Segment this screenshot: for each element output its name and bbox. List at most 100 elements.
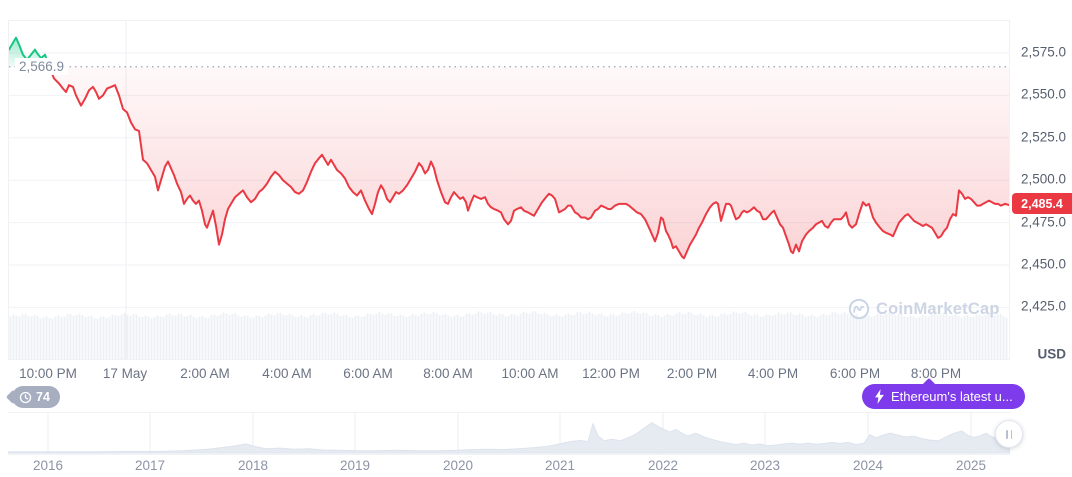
navigator-year-label: 2018 xyxy=(237,458,269,473)
x-axis-tick: 6:00 AM xyxy=(343,366,393,381)
views-badge[interactable]: 74 xyxy=(12,386,60,408)
volume-bar xyxy=(348,316,351,359)
volume-bar xyxy=(396,316,399,359)
price-chart-canvas[interactable] xyxy=(9,21,1009,359)
volume-bar xyxy=(549,316,552,359)
volume-bar xyxy=(912,316,915,359)
y-axis-tick: 2,500.0 xyxy=(1020,171,1066,187)
volume-bar xyxy=(870,316,873,359)
navigator-year-label: 2020 xyxy=(442,458,474,473)
volume-bar xyxy=(528,313,531,359)
volume-bar xyxy=(501,314,504,359)
volume-bar xyxy=(216,315,219,359)
volume-bar xyxy=(123,312,126,359)
volume-bar xyxy=(753,314,756,359)
volume-bar xyxy=(201,315,204,359)
volume-bar xyxy=(153,317,156,359)
volume-bar xyxy=(906,316,909,359)
volume-bar xyxy=(471,314,474,359)
grip-line xyxy=(1006,429,1008,439)
volume-bar xyxy=(303,316,306,359)
volume-bar xyxy=(411,314,414,359)
volume-bar xyxy=(861,317,864,359)
volume-bar xyxy=(645,312,648,359)
volume-bar xyxy=(882,315,885,359)
volume-bar xyxy=(819,314,822,359)
volume-bar xyxy=(726,314,729,359)
volume-bar xyxy=(36,315,39,359)
volume-bar xyxy=(390,313,393,359)
volume-bar xyxy=(486,312,489,359)
news-badge[interactable]: Ethereum's latest u... xyxy=(862,384,1025,409)
y-axis-tick: 2,450.0 xyxy=(1020,256,1066,272)
navigator-resize-handle[interactable] xyxy=(995,420,1023,448)
volume-bar xyxy=(921,314,924,359)
volume-bar xyxy=(39,318,42,359)
volume-bar xyxy=(192,316,195,359)
volume-bar xyxy=(747,314,750,359)
volume-bar xyxy=(135,314,138,359)
volume-bar xyxy=(606,316,609,359)
volume-bar xyxy=(711,314,714,359)
volume-bar xyxy=(102,316,105,359)
volume-bar xyxy=(735,312,738,359)
volume-bar xyxy=(714,316,717,359)
volume-bar xyxy=(780,313,783,359)
y-axis-tick: 2,550.0 xyxy=(1020,86,1066,102)
volume-bar xyxy=(849,315,852,359)
volume-bar xyxy=(579,312,582,359)
volume-bar xyxy=(360,317,363,359)
volume-bar xyxy=(48,317,51,359)
volume-bar xyxy=(222,312,225,359)
volume-bar xyxy=(798,313,801,359)
volume-bar xyxy=(732,311,735,359)
volume-bar xyxy=(903,316,906,359)
volume-bar xyxy=(387,313,390,359)
volume-bar xyxy=(279,312,282,359)
price-chart-plot[interactable]: 2,566.9 xyxy=(8,20,1010,360)
volume-bar xyxy=(480,312,483,359)
volume-bar xyxy=(783,314,786,359)
volume-bar xyxy=(939,314,942,359)
x-axis-tick: 12:00 PM xyxy=(582,366,640,381)
volume-bar xyxy=(834,312,837,359)
volume-bar xyxy=(288,313,291,359)
volume-bar xyxy=(603,315,606,359)
volume-bar xyxy=(351,317,354,359)
volume-bar xyxy=(996,314,999,359)
volume-bar xyxy=(18,316,21,359)
volume-bar xyxy=(291,314,294,359)
volume-bar xyxy=(678,312,681,359)
x-axis-tick: 6:00 PM xyxy=(829,366,881,381)
volume-bar xyxy=(750,315,753,359)
navigator-area xyxy=(7,421,1011,454)
volume-bar xyxy=(312,314,315,359)
volume-bar xyxy=(93,317,96,359)
volume-bar xyxy=(633,311,636,359)
volume-bar xyxy=(54,316,57,359)
volume-bar xyxy=(888,312,891,359)
volume-bar xyxy=(885,313,888,359)
volume-bar xyxy=(696,314,699,359)
volume-bar xyxy=(687,312,690,359)
navigator-year-label: 2019 xyxy=(339,458,371,473)
range-navigator[interactable] xyxy=(7,412,1011,455)
volume-bar xyxy=(540,314,543,359)
volume-bar xyxy=(306,317,309,359)
volume-bar xyxy=(477,311,480,359)
volume-bar xyxy=(336,314,339,359)
volume-bar xyxy=(147,316,150,359)
volume-bar xyxy=(300,315,303,359)
volume-bar xyxy=(270,314,273,359)
volume-bar xyxy=(948,315,951,359)
volume-bar xyxy=(399,314,402,359)
volume-bar xyxy=(588,311,591,359)
volume-bar xyxy=(612,314,615,359)
volume-bar xyxy=(675,313,678,359)
volume-bar xyxy=(21,314,24,359)
range-navigator-canvas[interactable] xyxy=(7,413,1011,454)
volume-bar xyxy=(975,314,978,359)
volume-bar xyxy=(258,316,261,359)
volume-bar xyxy=(429,314,432,359)
volume-bar xyxy=(708,315,711,359)
